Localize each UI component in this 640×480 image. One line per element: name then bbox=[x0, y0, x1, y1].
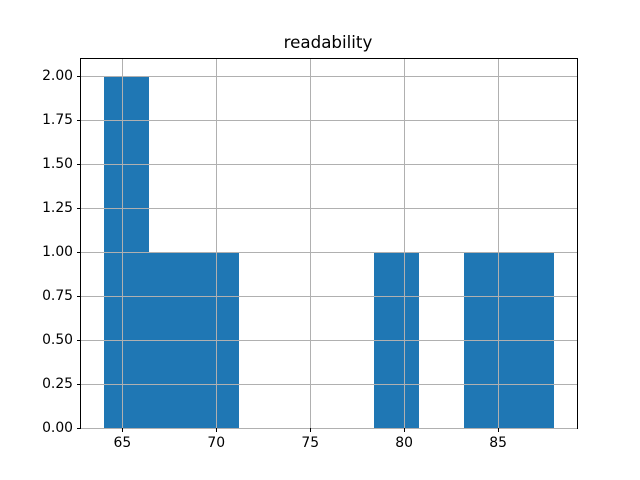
y-tick-mark bbox=[77, 383, 81, 385]
x-tick-mark bbox=[121, 428, 123, 433]
y-tick-mark bbox=[77, 75, 81, 77]
x-gridline bbox=[121, 58, 123, 429]
y-tick-label: 0.00 bbox=[42, 420, 73, 437]
chart-title: readability bbox=[283, 32, 373, 52]
y-gridline bbox=[81, 207, 577, 209]
y-tick-mark bbox=[77, 119, 81, 121]
y-tick-mark bbox=[77, 339, 81, 341]
y-gridline bbox=[81, 163, 577, 165]
y-tick-mark bbox=[77, 427, 81, 429]
x-tick-mark bbox=[403, 428, 405, 433]
y-gridline bbox=[81, 295, 577, 297]
y-tick-mark bbox=[77, 163, 81, 165]
y-tick-label: 0.75 bbox=[42, 288, 73, 305]
x-tick-label: 70 bbox=[207, 435, 226, 452]
x-tick-mark bbox=[215, 428, 217, 433]
y-tick-label: 1.00 bbox=[42, 244, 73, 261]
x-gridline bbox=[215, 58, 217, 429]
x-gridline bbox=[309, 58, 311, 429]
y-tick-label: 2.00 bbox=[42, 68, 73, 85]
y-gridline bbox=[81, 75, 577, 77]
x-tick-mark bbox=[497, 428, 499, 433]
y-gridline bbox=[81, 339, 577, 341]
x-tick-label: 80 bbox=[395, 435, 413, 452]
y-tick-label: 1.75 bbox=[42, 112, 73, 129]
y-tick-label: 0.50 bbox=[42, 332, 73, 349]
y-tick-label: 1.50 bbox=[42, 156, 73, 173]
y-tick-mark bbox=[77, 207, 81, 209]
y-gridline bbox=[81, 119, 577, 121]
x-gridline bbox=[497, 58, 499, 429]
x-tick-label: 85 bbox=[489, 435, 507, 452]
y-gridline bbox=[81, 251, 577, 253]
y-gridline bbox=[81, 383, 577, 385]
y-gridline bbox=[81, 427, 577, 429]
x-tick-mark bbox=[309, 428, 311, 433]
y-tick-mark bbox=[77, 295, 81, 297]
x-gridline bbox=[403, 58, 405, 429]
x-tick-label: 65 bbox=[113, 435, 132, 452]
y-tick-label: 0.25 bbox=[42, 376, 73, 393]
y-tick-label: 1.25 bbox=[42, 200, 73, 217]
plot-area: 65 70 75 80 85 0.00 0.25 0.50 0.75 1.00 1.25 1.50 1.… bbox=[42, 57, 578, 451]
y-tick-mark bbox=[77, 251, 81, 253]
x-tick-label: 75 bbox=[301, 435, 320, 452]
